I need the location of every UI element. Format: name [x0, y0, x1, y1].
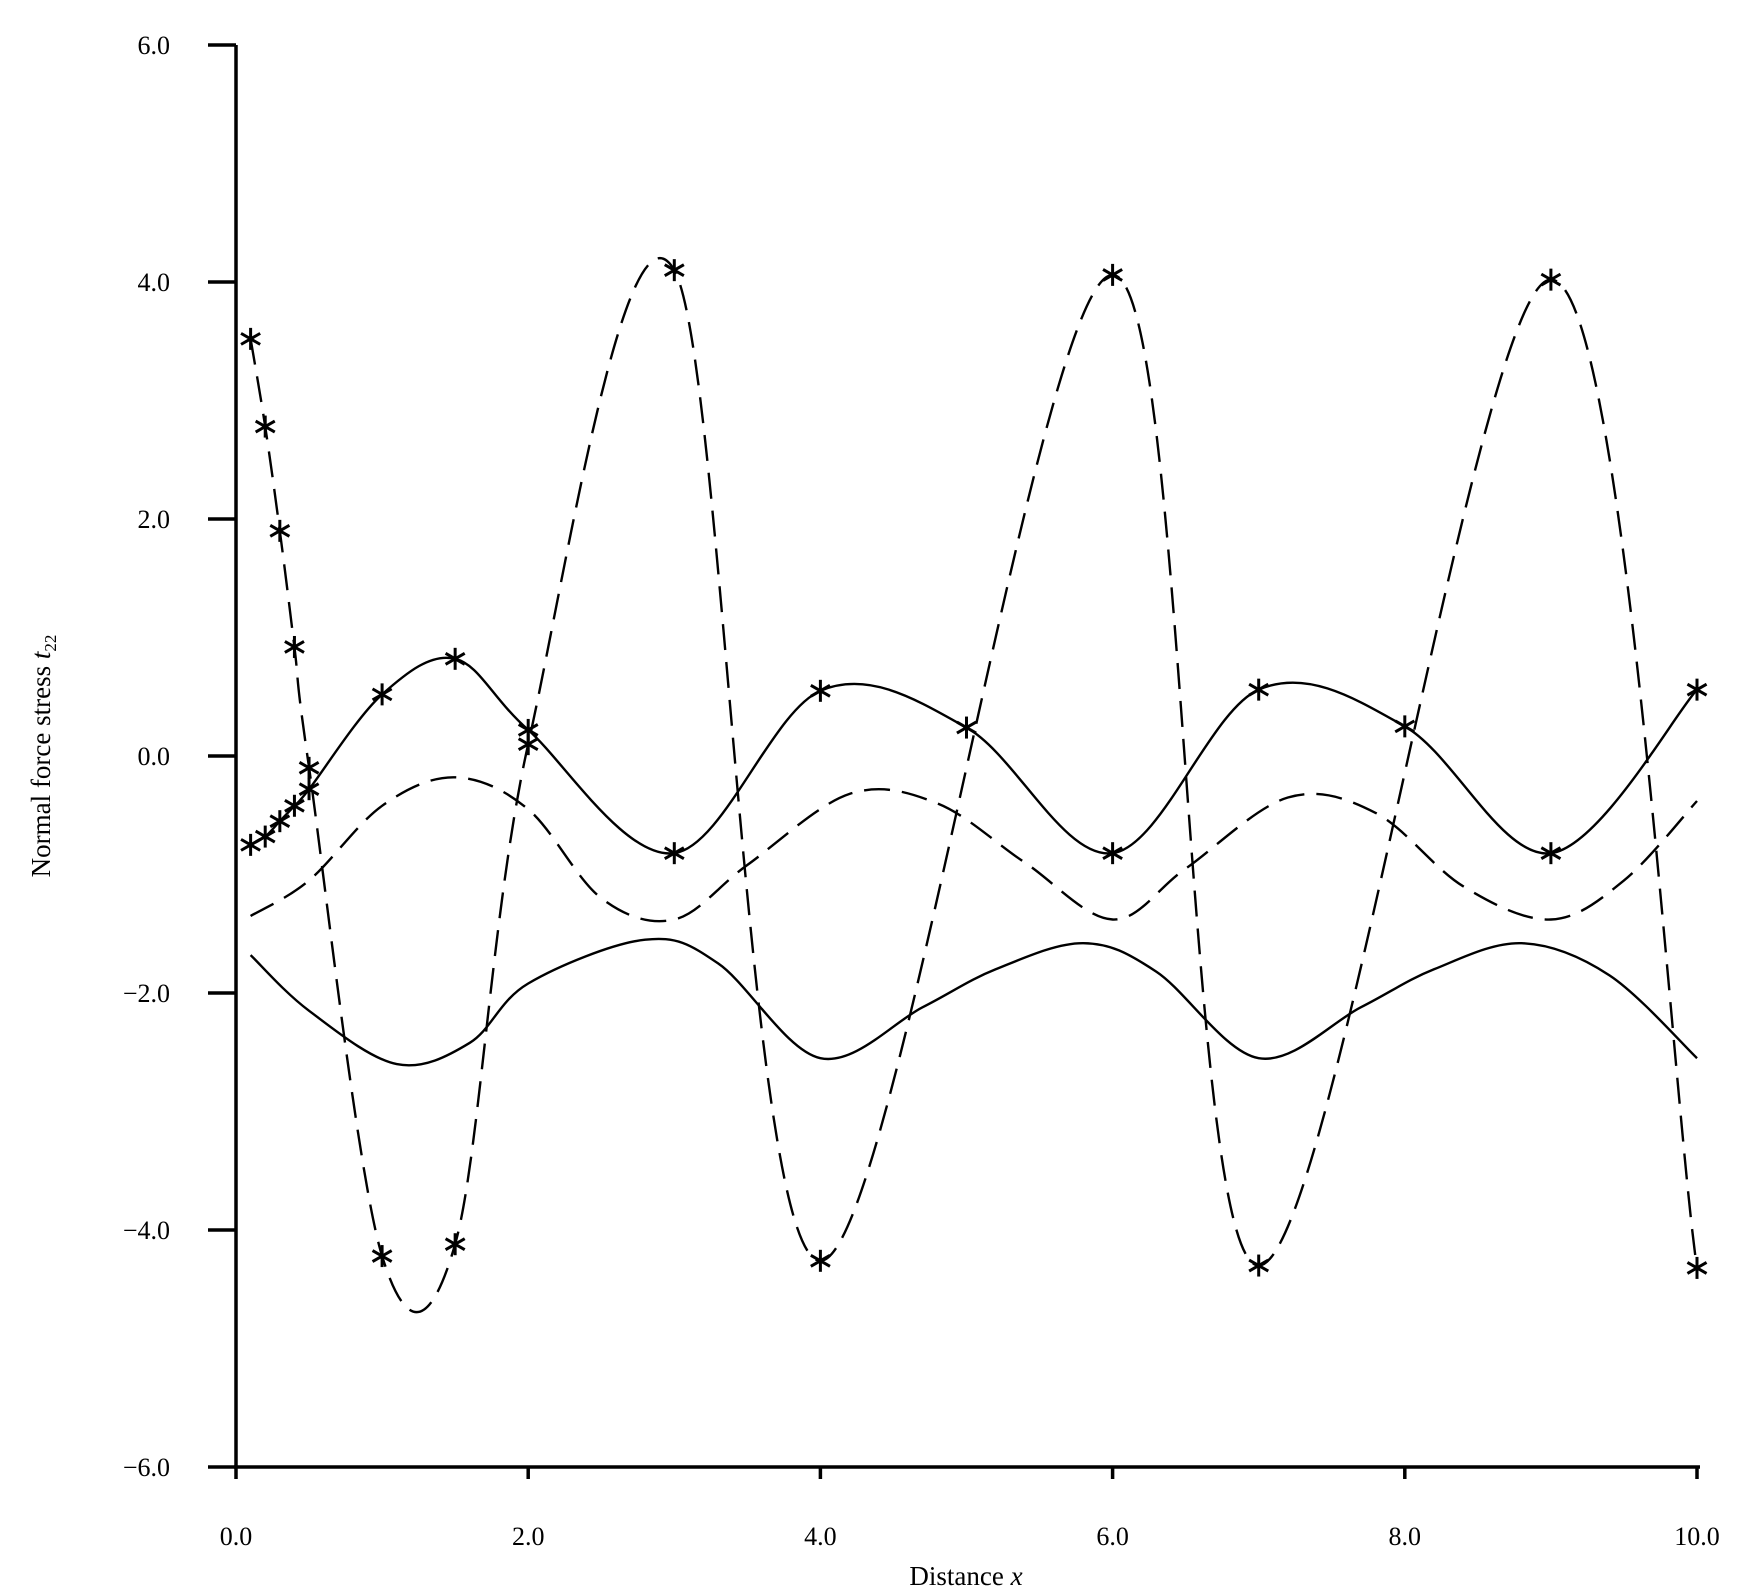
series-2-marker: [517, 733, 539, 756]
x-tick-label: 6.0: [1096, 1522, 1129, 1551]
series-2-marker: [371, 1245, 393, 1268]
series-1-marker: [810, 679, 831, 702]
x-tick-label: 4.0: [804, 1522, 837, 1551]
series-2-marker: [810, 1249, 831, 1272]
series-2-marker: [1686, 1256, 1708, 1279]
series-4-line: [249, 776, 1698, 923]
series-1-marker: [298, 778, 320, 801]
series-1-marker: [1102, 842, 1123, 865]
series-2-marker: [269, 519, 291, 542]
series-3-line: [249, 937, 1698, 1067]
series-2-marker: [284, 635, 305, 658]
x-tick-label: 2.0: [512, 1522, 545, 1551]
x-tick-label: 10.0: [1674, 1522, 1720, 1551]
series-1-marker: [371, 683, 393, 706]
y-axis-label: Normal force stress t22: [26, 635, 60, 878]
y-tick-label: −2.0: [123, 979, 170, 1008]
series-1-marker: [956, 716, 977, 739]
y-tick-label: −4.0: [123, 1216, 170, 1245]
series-1-marker: [1686, 678, 1708, 701]
ticks: 0.0 2.0 4.0 6.0 8.0 10.0 −6.0 −4.0 −2.0 0.0 2.0 4.0…: [123, 31, 1720, 1551]
series-1-marker: [1248, 678, 1270, 701]
series-2-marker: [1540, 268, 1562, 291]
series-2-line: [249, 257, 1699, 1314]
series-2-marker: [1248, 1254, 1270, 1277]
y-tick-label: 0.0: [138, 742, 171, 771]
y-axis-label-sub: 22: [41, 635, 60, 652]
y-tick-label: 4.0: [138, 268, 171, 297]
series-1-marker: [254, 825, 276, 848]
x-tick-label: 8.0: [1389, 1522, 1422, 1551]
x-tick-label: 0.0: [220, 1522, 253, 1551]
series-1-marker: [663, 842, 685, 865]
series-2-marker: [444, 1233, 466, 1256]
x-axis-label: Distance x: [909, 1561, 1022, 1591]
series-1-marker: [1540, 842, 1562, 865]
y-tick-label: 6.0: [138, 31, 171, 60]
y-axis-label-text: Normal force stress: [26, 666, 56, 877]
y-axis-label-var: t: [26, 650, 56, 659]
x-axis-label-var: x: [1010, 1561, 1023, 1591]
markers: [240, 259, 1708, 1279]
series-1-marker: [1394, 715, 1416, 738]
series-1-marker: [269, 810, 291, 833]
series-2-marker: [663, 259, 685, 282]
curves: [249, 257, 1699, 1314]
series-2-marker: [240, 327, 261, 350]
series-1-marker: [284, 794, 305, 817]
x-axis-label-text: Distance: [909, 1561, 1003, 1591]
series-2-marker: [254, 415, 276, 438]
series-2-marker: [298, 756, 320, 779]
series-2-marker: [1102, 263, 1123, 286]
series-1-marker: [444, 647, 466, 670]
y-tick-label: 2.0: [138, 505, 171, 534]
y-tick-label: −6.0: [123, 1453, 170, 1482]
series-1-marker: [240, 833, 261, 856]
